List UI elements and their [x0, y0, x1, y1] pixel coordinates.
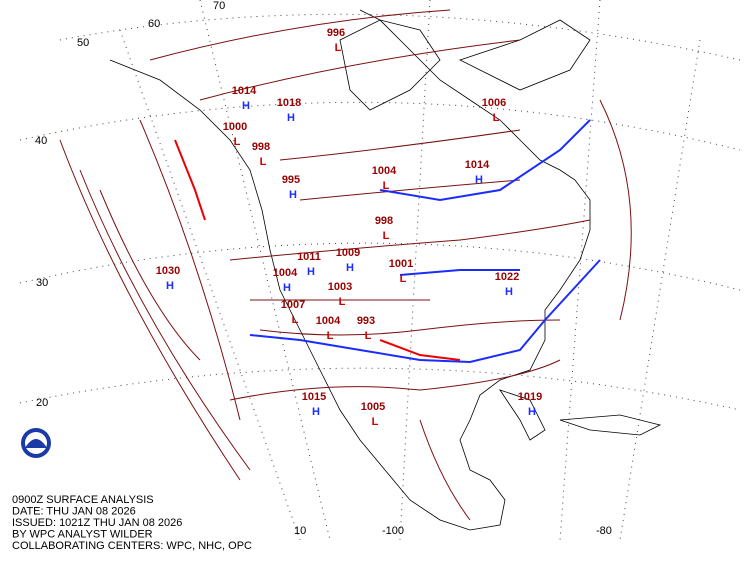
- center-value: 995: [282, 174, 300, 186]
- lat-label: 60: [148, 18, 160, 30]
- center-symbol: L: [339, 296, 346, 308]
- center-value: 1004: [273, 267, 298, 279]
- center-symbol: H: [346, 262, 354, 274]
- center-value: 1006: [482, 97, 506, 109]
- isobars: [59, 9, 632, 521]
- lon-label: 10: [294, 525, 306, 537]
- center-symbol: L: [383, 180, 390, 192]
- caption-line: ISSUED: 1021Z THU JAN 08 2026: [12, 517, 182, 529]
- lat-label: 70: [213, 0, 225, 12]
- center-value: 1007: [281, 299, 305, 311]
- graticule: [19, 0, 741, 541]
- center-symbol: L: [493, 112, 500, 124]
- center-symbol: H: [307, 266, 315, 278]
- center-value: 1018: [277, 97, 301, 109]
- center-value: 1030: [156, 265, 180, 277]
- center-symbol: H: [242, 100, 250, 112]
- center-symbol: H: [283, 282, 291, 294]
- center-value: 1004: [372, 165, 397, 177]
- center-value: 1001: [389, 258, 413, 270]
- center-value: 1004: [316, 315, 341, 327]
- fronts: [174, 119, 601, 363]
- center-value: 998: [375, 215, 393, 227]
- caption-line: DATE: THU JAN 08 2026: [12, 506, 136, 518]
- center-value: 1009: [336, 247, 360, 259]
- center-value: 1014: [232, 85, 257, 97]
- center-value: 1014: [465, 159, 490, 171]
- lon-label: -100: [382, 525, 404, 537]
- center-value: 1022: [495, 271, 519, 283]
- lat-label: 30: [36, 277, 48, 289]
- center-value: 1005: [361, 401, 385, 413]
- caption-line: COLLABORATING CENTERS: WPC, NHC, OPC: [12, 540, 252, 552]
- center-value: 1015: [302, 391, 326, 403]
- center-symbol: L: [327, 330, 334, 342]
- center-symbol: H: [166, 280, 174, 292]
- center-symbol: H: [475, 174, 483, 186]
- center-symbol: H: [528, 406, 536, 418]
- center-value: 996: [327, 27, 345, 39]
- center-symbol: L: [260, 156, 267, 168]
- center-value: 1000: [223, 121, 247, 133]
- center-symbol: L: [292, 314, 299, 326]
- caption-line: BY WPC ANALYST WILDER: [12, 529, 153, 541]
- center-symbol: L: [335, 42, 342, 54]
- lat-label: 20: [36, 397, 48, 409]
- center-value: 998: [252, 141, 270, 153]
- center-value: 993: [357, 315, 375, 327]
- center-symbol: H: [289, 189, 297, 201]
- center-symbol: L: [383, 230, 390, 242]
- center-symbol: L: [365, 330, 372, 342]
- coastline: [109, 9, 662, 531]
- center-symbol: L: [372, 416, 379, 428]
- center-value: 1019: [518, 391, 542, 403]
- center-symbol: H: [287, 112, 295, 124]
- lat-label: 50: [77, 37, 89, 49]
- center-value: 1003: [328, 281, 352, 293]
- center-symbol: L: [400, 273, 407, 285]
- lon-label: -80: [596, 525, 612, 537]
- center-symbol: H: [505, 286, 513, 298]
- center-value: 1011: [297, 251, 321, 263]
- center-symbol: L: [234, 136, 241, 148]
- center-symbol: H: [312, 406, 320, 418]
- caption-line: 0900Z SURFACE ANALYSIS: [12, 494, 154, 506]
- noaa-logo: [21, 428, 51, 458]
- lat-label: 40: [35, 135, 47, 147]
